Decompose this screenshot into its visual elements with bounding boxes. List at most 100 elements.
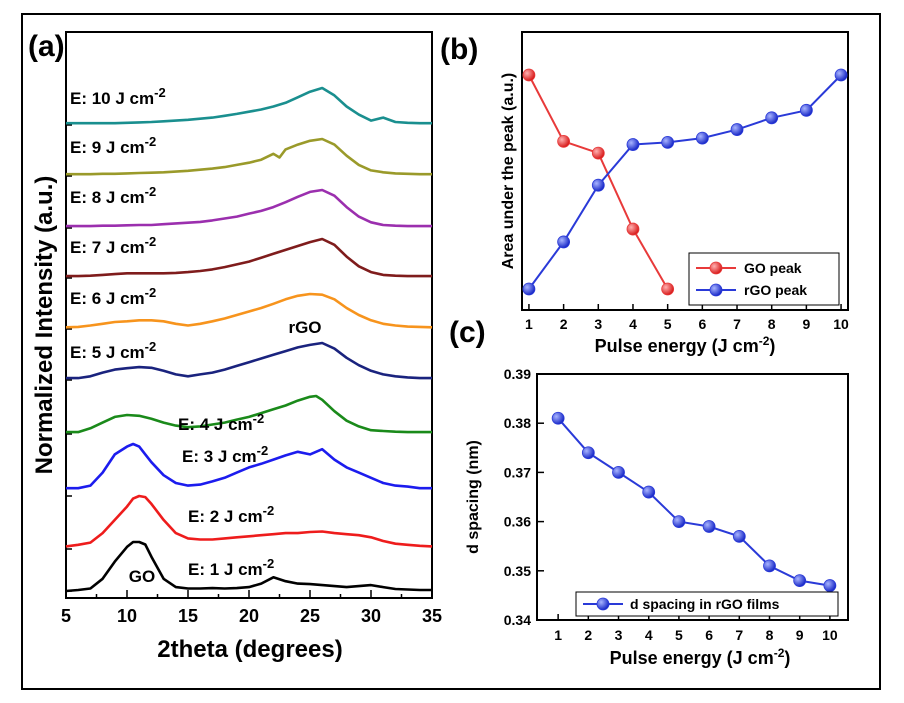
label-superscript: -2 <box>759 334 770 348</box>
label-main: E: 7 J cm <box>70 238 145 257</box>
point-d-spacing <box>581 446 595 460</box>
legend-b: GO peak rGO peak <box>688 252 840 306</box>
x-tick-label-c: 9 <box>796 627 804 643</box>
series-line-rgo <box>528 74 842 290</box>
xrd-curve-2j <box>65 494 433 548</box>
xrd-curve-10j <box>66 86 432 125</box>
x-tick-label-a: 25 <box>300 606 320 626</box>
series-line-d-spacing <box>557 417 831 587</box>
point-d-spacing <box>642 485 656 499</box>
y-tick-label-c: 0.36 <box>504 514 531 530</box>
x-tick-label-b: 8 <box>768 316 776 332</box>
label-superscript: -2 <box>145 234 157 249</box>
x-tick-label-c: 2 <box>584 627 592 643</box>
panel-label-a: (a) <box>28 30 65 63</box>
curve-label-4j: E: 4 J cm-2 <box>178 411 264 434</box>
x-tick-label-c: 7 <box>735 627 743 643</box>
label-superscript: -2 <box>145 184 157 199</box>
curve-label-5j: E: 5 J cm-2 <box>70 339 156 362</box>
point-go <box>626 222 640 236</box>
legend-box-b <box>688 252 840 306</box>
panel-c: 1 2 3 4 5 6 7 8 9 10 0.34 0.35 0.36 0.37 0.38 0.39 d spa… <box>449 316 849 668</box>
label-main: E: 8 J cm <box>70 188 145 207</box>
x-tick-label-b: 10 <box>833 316 849 332</box>
point-rgo <box>522 282 536 296</box>
x-tick-label-a: 5 <box>61 606 71 626</box>
label-superscript: -2 <box>263 556 275 571</box>
label-main: E: 5 J cm <box>70 343 145 362</box>
curve-label-3j: E: 3 J cm-2 <box>182 443 268 466</box>
label-superscript: -2 <box>774 646 785 660</box>
panel-label-c: (c) <box>449 316 486 349</box>
panel-a: 5 10 15 20 25 30 35E: 1 J cm-2E: 2 J cm-2E: 3 … <box>28 30 442 663</box>
plot-frame-b <box>521 31 849 311</box>
x-tick-label-c: 10 <box>822 627 838 643</box>
x-axis-title-c: Pulse energy (J cm-2) <box>610 646 791 668</box>
point-d-spacing <box>763 559 776 573</box>
point-rgo <box>661 136 675 149</box>
legend-c: d spacing in rGO films <box>575 591 839 617</box>
point-go <box>591 146 605 160</box>
x-axis-title-a: 2theta (degrees) <box>157 636 342 663</box>
x-tick-label-a: 30 <box>361 606 381 626</box>
x-tick-label-c: 6 <box>705 627 713 643</box>
curve-label-2j: E: 2 J cm-2 <box>188 503 274 526</box>
label-main: E: 6 J cm <box>70 289 145 308</box>
x-tick-label-a: 20 <box>239 606 259 626</box>
curve-label-8j: E: 8 J cm-2 <box>70 184 156 207</box>
x-tick-label-b: 5 <box>664 316 672 332</box>
y-tick-label-c: 0.37 <box>504 464 531 480</box>
label-end: ) <box>769 336 775 356</box>
point-go <box>522 68 536 82</box>
point-rgo <box>730 123 744 136</box>
y-tick-label-c: 0.35 <box>504 563 531 579</box>
point-rgo <box>695 131 709 145</box>
x-tick-label-b: 2 <box>560 316 568 332</box>
curve-label-6j: E: 6 J cm-2 <box>70 285 156 308</box>
label-superscript: -2 <box>145 339 157 354</box>
point-rgo <box>765 111 779 125</box>
x-tick-label-a: 15 <box>178 606 198 626</box>
panel-label-b: (b) <box>440 33 478 66</box>
label-main: E: 3 J cm <box>182 447 257 466</box>
xrd-curve-6j <box>65 292 433 329</box>
legend-label: rGO peak <box>744 282 807 298</box>
label-end: ) <box>784 648 790 668</box>
x-tick-label-c: 3 <box>615 627 623 643</box>
label-main: E: 4 J cm <box>178 415 253 434</box>
curve-label-7j: E: 7 J cm-2 <box>70 234 156 257</box>
label-superscript: -2 <box>263 503 275 518</box>
label-main: E: 10 J cm <box>70 89 154 108</box>
label-main: E: 2 J cm <box>188 507 263 526</box>
x-tick-label-b: 4 <box>629 316 637 332</box>
point-d-spacing <box>793 574 807 588</box>
curve-label-1j: E: 1 J cm-2 <box>188 556 274 579</box>
point-rgo <box>591 178 605 192</box>
plot-frame-c <box>536 373 849 621</box>
y-axis-title-b: Area under the peak (a.u.) <box>500 73 517 270</box>
label-superscript: -2 <box>145 134 157 149</box>
x-tick-label-c: 4 <box>645 627 653 643</box>
legend-marker <box>596 597 610 611</box>
label-main: Pulse energy (J cm <box>610 648 774 668</box>
label-main: Pulse energy (J cm <box>595 336 759 356</box>
label-main: E: 9 J cm <box>70 138 145 157</box>
annotation-rgo: rGO <box>288 318 321 337</box>
x-tick-label-c: 5 <box>675 627 683 643</box>
x-tick-label-b: 7 <box>733 316 741 332</box>
xrd-curve-3j <box>66 442 432 490</box>
annotation-go: GO <box>129 567 155 586</box>
xrd-curve-4j <box>66 394 432 434</box>
y-axis-title-c: d spacing (nm) <box>465 440 482 554</box>
x-tick-label-a: 10 <box>117 606 137 626</box>
x-tick-label-b: 3 <box>594 316 602 332</box>
curve-label-9j: E: 9 J cm-2 <box>70 134 156 157</box>
x-axis-title-b: Pulse energy (J cm-2) <box>595 334 776 356</box>
legend-label: d spacing in rGO films <box>630 596 780 612</box>
point-go <box>557 134 571 148</box>
x-tick-label-b: 1 <box>525 316 533 332</box>
point-go <box>661 282 675 296</box>
xrd-curve-9j <box>66 137 432 176</box>
x-tick-label-a: 35 <box>422 606 442 626</box>
label-superscript: -2 <box>154 85 166 100</box>
